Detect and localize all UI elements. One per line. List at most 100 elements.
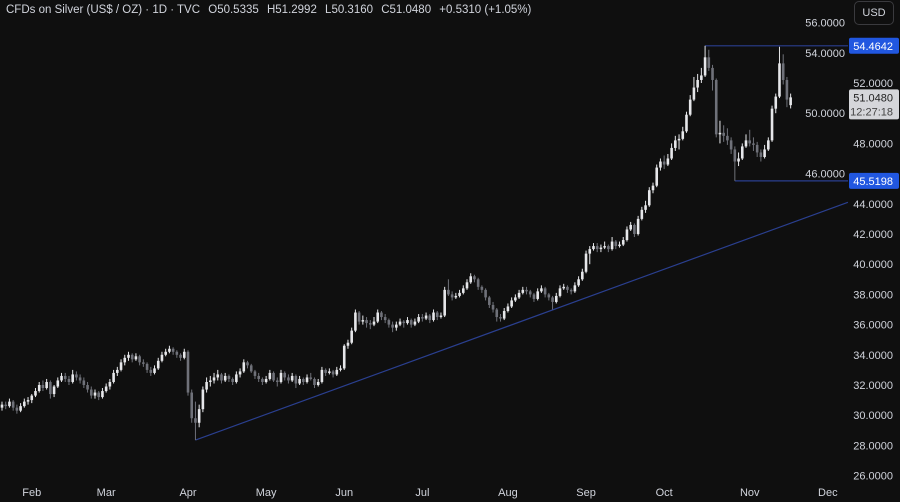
candle-body [138, 356, 141, 363]
bullish-candle [52, 385, 56, 398]
y-tick-label: 56.0000 [805, 18, 845, 30]
trendline [195, 201, 849, 441]
bearish-candle [145, 362, 149, 373]
bullish-candle [153, 365, 156, 375]
candle-body [37, 385, 41, 392]
candle-body [703, 57, 707, 76]
x-tick-label: Feb [22, 487, 41, 499]
bearish-candle [551, 295, 554, 310]
bullish-candle [789, 93, 792, 109]
bullish-candle [640, 206, 644, 221]
bullish-candle [651, 182, 655, 194]
bearish-candle [231, 377, 234, 385]
bearish-candle [67, 375, 71, 385]
bullish-candle [584, 250, 588, 274]
bearish-candle [283, 371, 287, 381]
bearish-candle [175, 350, 179, 358]
candle-body [257, 375, 260, 379]
bearish-candle [759, 149, 763, 162]
bullish-candle [268, 369, 272, 381]
candle-body [778, 63, 781, 97]
candle-body [130, 354, 134, 360]
bullish-candle [398, 318, 402, 327]
candle-body [108, 381, 112, 387]
candle-body [309, 377, 313, 379]
bullish-candle [339, 365, 342, 372]
candle-body [670, 147, 673, 159]
bearish-candle [41, 380, 45, 392]
bar-countdown: 12:27:18 [850, 106, 893, 118]
bullish-candle [718, 120, 722, 144]
bearish-candle [15, 404, 19, 414]
candle-body [395, 324, 398, 328]
candle-body [368, 323, 372, 325]
candle-body [197, 409, 201, 423]
candle-body [461, 288, 465, 293]
bullish-candle [592, 243, 595, 251]
candle-body [621, 240, 625, 245]
candle-body [331, 371, 335, 375]
candle-body [763, 149, 766, 157]
candle-body [320, 369, 324, 382]
candle-body [249, 365, 253, 372]
candle-body [45, 381, 48, 389]
bearish-candle [365, 317, 368, 328]
bearish-candle [726, 128, 729, 145]
bullish-candle [603, 241, 606, 250]
candle-body [770, 108, 774, 141]
candle-body [15, 407, 19, 411]
candle-body [755, 144, 759, 153]
last-price-label: 51.0480 [853, 92, 893, 104]
candle-body [235, 374, 238, 382]
candle-body [123, 357, 127, 363]
candle-body [558, 288, 562, 296]
bullish-candle [134, 353, 138, 361]
bearish-candle [302, 377, 305, 385]
bullish-candle [432, 309, 435, 322]
candle-body [781, 63, 785, 80]
candle-body [711, 67, 714, 80]
bearish-candle [149, 366, 153, 376]
bearish-candle [220, 372, 223, 384]
candle-body [93, 392, 97, 396]
candle-body [145, 363, 149, 370]
bearish-candle [4, 401, 8, 410]
candle-body [439, 315, 443, 318]
x-tick-label: Apr [179, 487, 196, 499]
bearish-candle [63, 372, 67, 382]
candle-body [700, 75, 703, 80]
candle-body [324, 369, 327, 373]
candle-body [581, 271, 584, 280]
time-axis[interactable]: Feb Mar Apr May Jun Jul Aug Sep Oct Nov Dec [22, 487, 838, 499]
bullish-candle [264, 375, 268, 384]
candle-body [733, 149, 737, 162]
bullish-candle [164, 348, 167, 357]
bearish-candle [607, 244, 610, 253]
bearish-candle [473, 274, 476, 283]
price-axis[interactable]: 26.0000 28.0000 30.0000 32.0000 34.0000 36.00… [805, 18, 893, 483]
candle-body [499, 317, 502, 319]
candle-body [238, 371, 242, 375]
currency-button[interactable]: USD [854, 1, 894, 25]
candle-body [383, 317, 387, 321]
candle-body [435, 312, 439, 318]
bearish-candle [402, 320, 406, 328]
candle-body [685, 114, 688, 132]
bearish-candle [785, 76, 789, 108]
candle-body [629, 224, 632, 230]
candle-body [52, 386, 56, 395]
candle-body [722, 132, 725, 136]
level-price-label-bg [849, 172, 899, 189]
bearish-candle [257, 372, 260, 382]
candle-body [409, 320, 413, 325]
bullish-candle [376, 309, 380, 324]
x-tick-label: Jun [335, 487, 353, 499]
candle-body [692, 87, 696, 100]
bullish-candle [588, 246, 592, 265]
candle-body [41, 385, 45, 389]
bearish-candle [380, 311, 383, 321]
bearish-candle [476, 277, 480, 290]
candle-body [677, 138, 681, 141]
ohlc-open: O50.5335 [208, 4, 259, 16]
